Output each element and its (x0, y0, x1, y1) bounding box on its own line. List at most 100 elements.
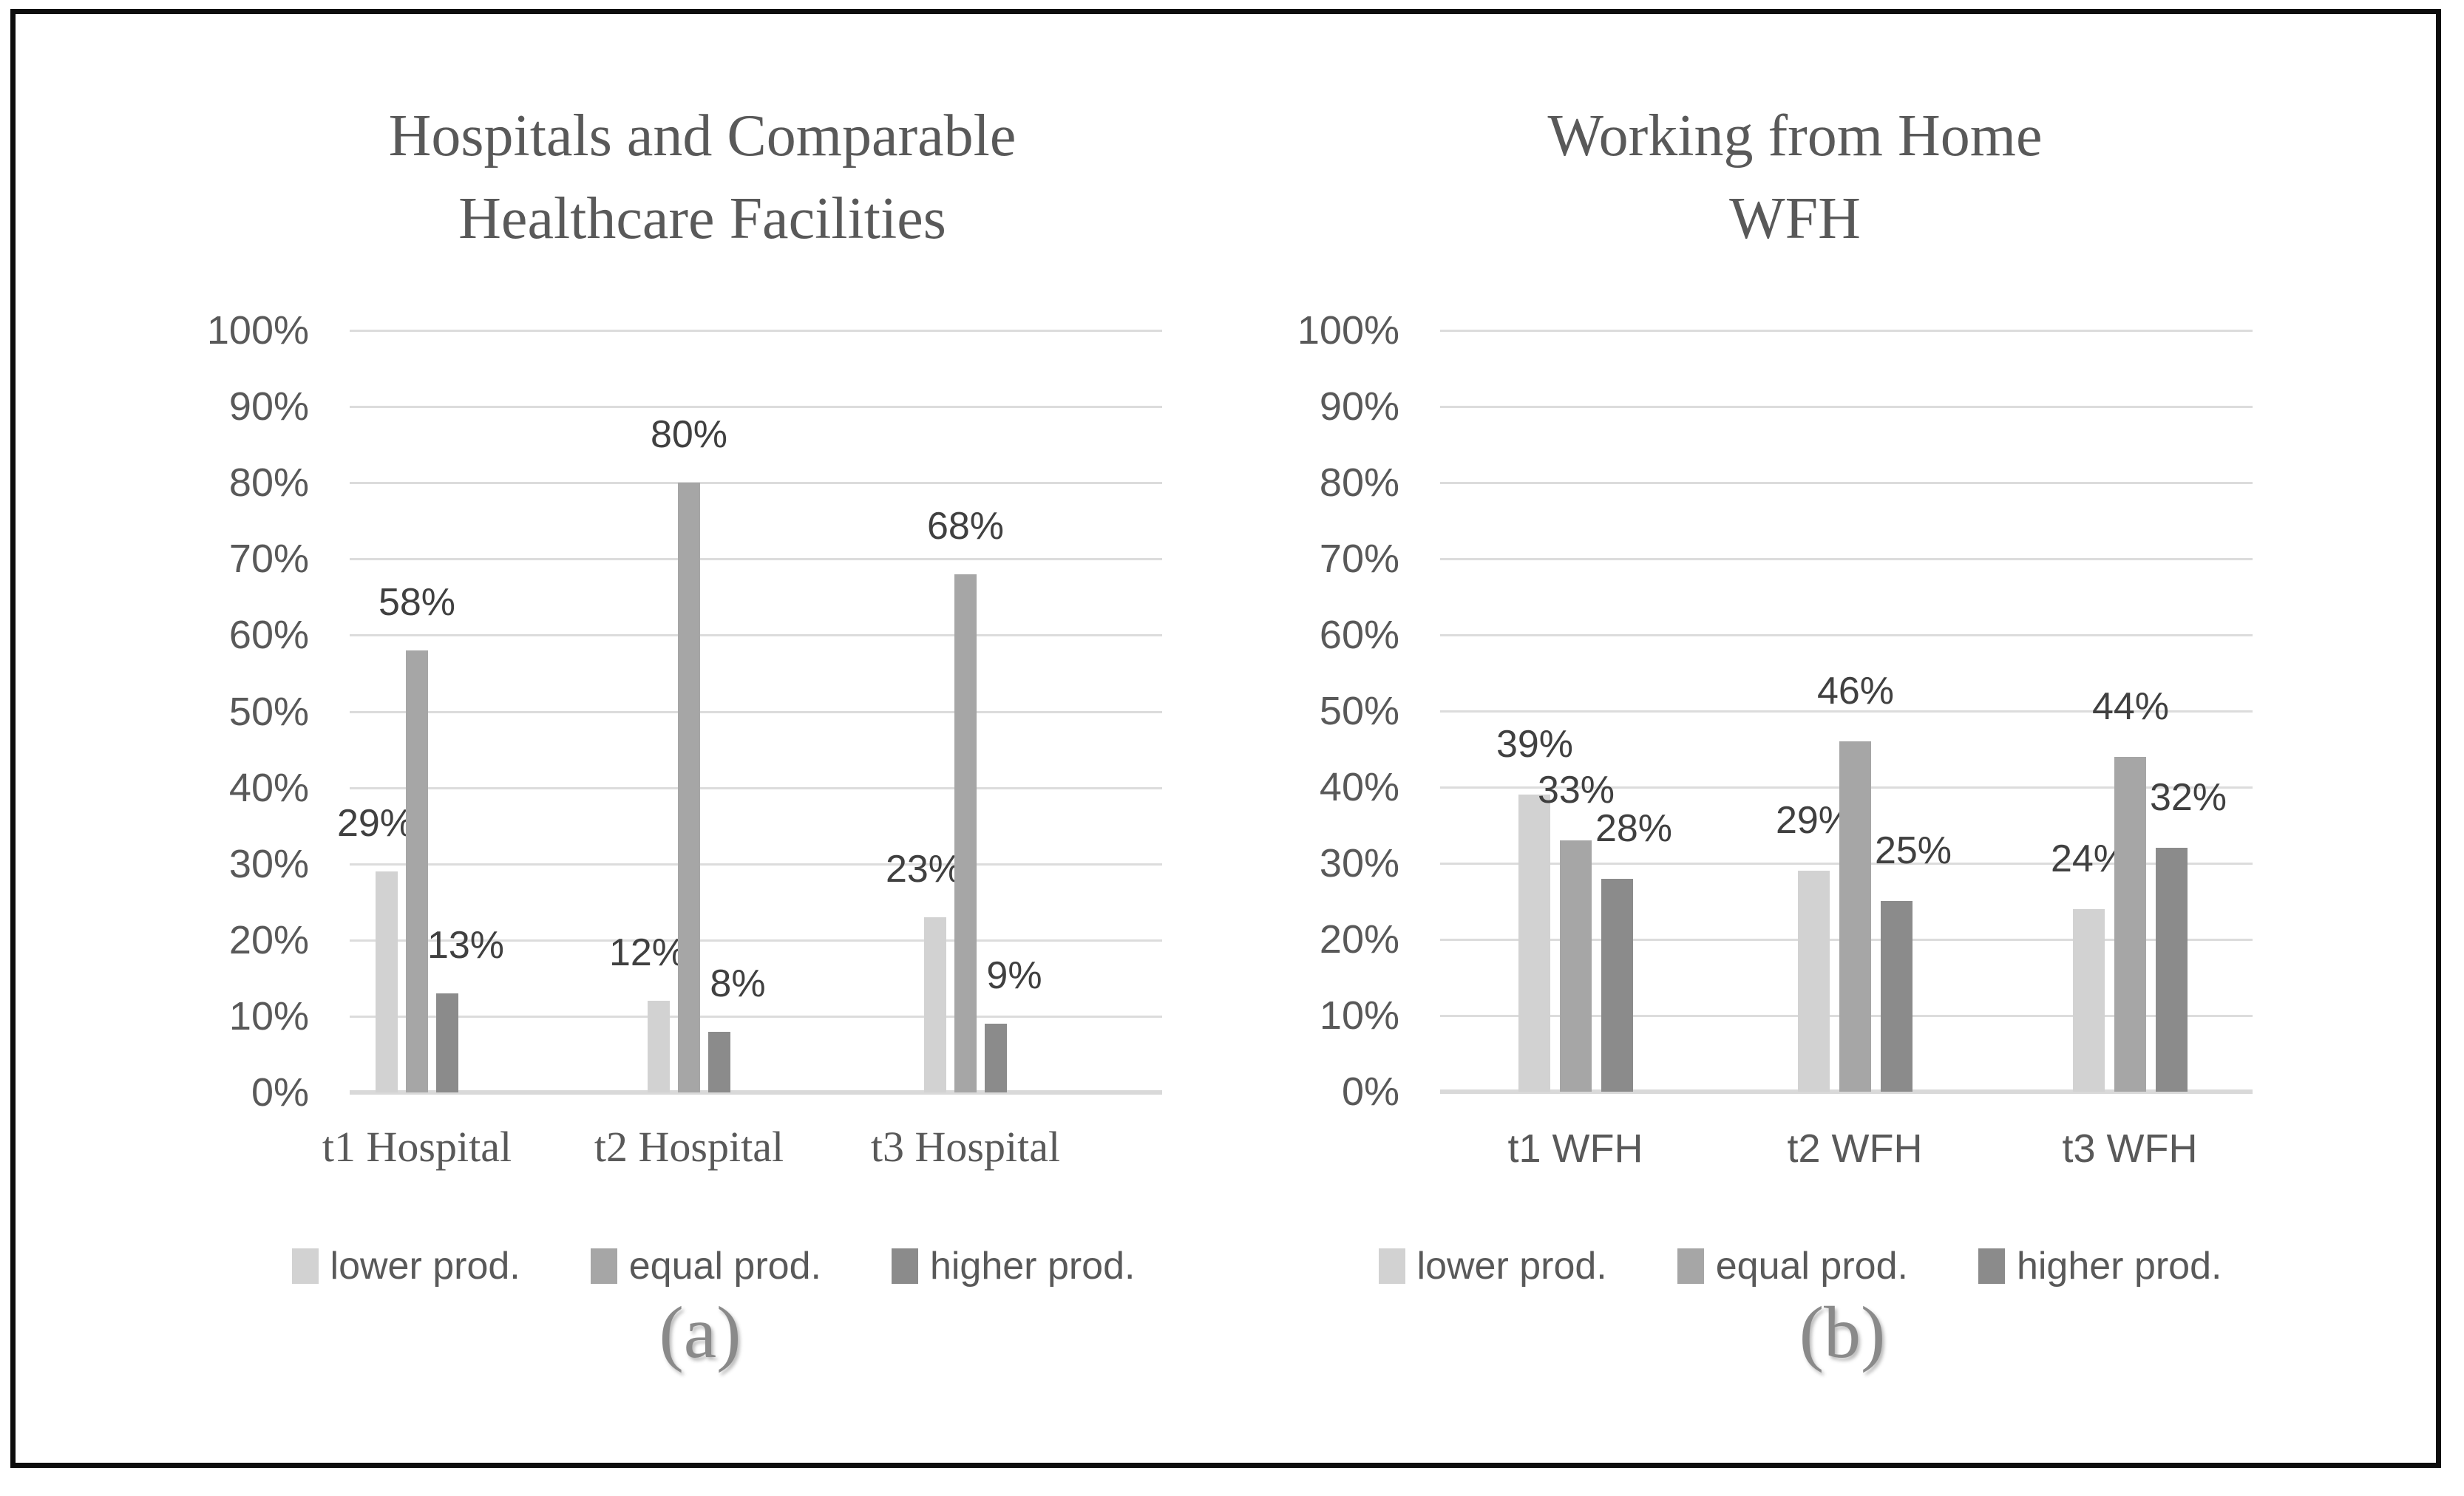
gridline (350, 939, 1162, 942)
y-tick-label: 100% (206, 308, 309, 353)
y-tick-label: 40% (1319, 765, 1399, 809)
legend-item: equal prod. (1677, 1244, 1908, 1288)
bar-equal-prod (678, 483, 700, 1092)
bar-value-label: 46% (1816, 670, 1895, 713)
bar-lower-prod (376, 871, 398, 1092)
legend-label: equal prod. (628, 1245, 821, 1288)
bar-value-label: 25% (1874, 829, 1952, 872)
bar-value-label: 39% (1496, 723, 1574, 766)
y-tick-label: 50% (1319, 689, 1399, 733)
bar-equal-prod (1560, 840, 1592, 1092)
caption-b: (b) (1799, 1291, 1886, 1373)
bar-lower-prod (2073, 909, 2105, 1092)
gridline (1440, 710, 2253, 713)
gridline (350, 711, 1162, 713)
bar-value-label: 58% (378, 581, 456, 624)
legend-item: higher prod. (1978, 1244, 2222, 1288)
legend-label: lower prod. (1416, 1245, 1607, 1288)
gridline (350, 482, 1162, 484)
bar-higher-prod (708, 1032, 730, 1092)
gridline (350, 787, 1162, 789)
bar-higher-prod (436, 993, 458, 1092)
bar-value-label: 24% (2050, 837, 2128, 880)
legend-item: higher prod. (891, 1244, 1136, 1288)
legend-label: higher prod. (2016, 1245, 2222, 1288)
bar-value-label: 32% (2149, 776, 2227, 819)
bar-value-label: 12% (608, 931, 687, 974)
gridline (350, 1016, 1162, 1018)
bar-higher-prod (1881, 901, 1913, 1092)
bar-value-label: 80% (650, 413, 728, 456)
y-tick-label: 70% (228, 537, 309, 581)
y-tick-label: 0% (251, 1070, 309, 1115)
y-tick-label: 30% (1319, 841, 1399, 885)
legend-label: equal prod. (1715, 1245, 1908, 1288)
bar-lower-prod (648, 1001, 670, 1092)
category-label: t1 Hospital (322, 1123, 512, 1171)
gridline (1440, 330, 2253, 332)
y-tick-label: 10% (1319, 993, 1399, 1038)
y-tick-label: 60% (228, 613, 309, 657)
gridline (350, 558, 1162, 560)
legend-label: lower prod. (330, 1245, 520, 1288)
category-label: t2 WFH (1787, 1126, 1923, 1171)
bar-higher-prod (1601, 879, 1633, 1092)
category-label: t3 Hospital (870, 1123, 1061, 1171)
y-tick-label: 0% (1341, 1070, 1399, 1114)
bar-value-label: 33% (1537, 769, 1615, 812)
legend-swatch (1677, 1248, 1704, 1284)
y-tick-label: 80% (1319, 460, 1399, 505)
y-tick-label: 90% (228, 384, 309, 429)
bar-higher-prod (985, 1024, 1007, 1092)
bar-value-label: 9% (986, 954, 1042, 997)
x-axis-line (350, 1090, 1162, 1095)
bar-equal-prod (954, 574, 977, 1092)
y-tick-label: 10% (228, 994, 309, 1038)
y-tick-label: 80% (228, 460, 309, 505)
legend: lower prod. equal prod. higher prod. (159, 1240, 1268, 1292)
x-axis-line (1440, 1089, 2253, 1094)
gridline (1440, 558, 2253, 560)
y-tick-label: 20% (1319, 917, 1399, 962)
y-tick-label: 60% (1319, 613, 1399, 657)
legend-item: equal prod. (590, 1244, 821, 1288)
legend-label: higher prod. (929, 1245, 1136, 1288)
bar-lower-prod (1518, 795, 1550, 1092)
legend-item: lower prod. (1378, 1244, 1607, 1288)
category-label: t3 WFH (2062, 1126, 2198, 1171)
bar-value-label: 44% (2091, 685, 2170, 728)
bar-equal-prod (406, 650, 428, 1092)
title-line: Healthcare Facilities (458, 186, 946, 251)
legend-swatch (291, 1248, 319, 1284)
legend-swatch (891, 1248, 918, 1284)
title-line: Hospitals and Comparable (388, 103, 1017, 169)
legend: lower prod. equal prod. higher prod. (1246, 1240, 2355, 1292)
y-tick-label: 50% (228, 690, 309, 734)
y-tick-label: 90% (1319, 384, 1399, 429)
y-tick-label: 20% (228, 918, 309, 962)
bar-value-label: 23% (885, 848, 963, 891)
y-tick-label: 70% (1319, 537, 1399, 581)
bar-value-label: 8% (710, 962, 766, 1005)
legend-swatch (1378, 1248, 1405, 1284)
y-tick-label: 40% (228, 766, 309, 810)
y-tick-label: 100% (1297, 308, 1399, 353)
title-line: WFH (1729, 186, 1861, 251)
gridline (1440, 406, 2253, 408)
bar-equal-prod (2114, 757, 2146, 1092)
legend-swatch (1978, 1248, 2005, 1284)
hospital-chart-title: Hospitals and Comparable Healthcare Facil… (185, 95, 1220, 260)
category-label: t2 Hospital (594, 1123, 784, 1171)
bar-value-label: 28% (1595, 807, 1673, 850)
gridline (350, 330, 1162, 332)
legend-swatch (590, 1248, 617, 1284)
bar-value-label: 13% (427, 924, 505, 967)
gridline (1440, 634, 2253, 636)
bar-equal-prod (1839, 741, 1871, 1092)
legend-item: lower prod. (291, 1244, 520, 1288)
wfh-chart-title: Working from Home WFH (1277, 95, 2312, 260)
bar-value-label: 29% (336, 802, 415, 845)
bar-lower-prod (924, 917, 946, 1092)
